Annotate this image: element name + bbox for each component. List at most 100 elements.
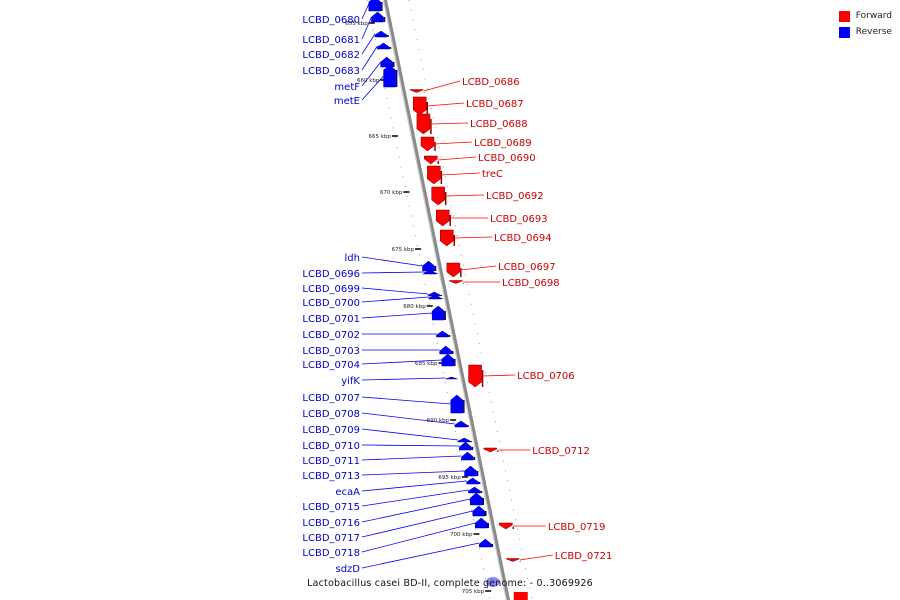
forward-gene-leader bbox=[445, 194, 485, 197]
forward-gene-arrow bbox=[420, 136, 435, 152]
forward-gene-arrow bbox=[409, 89, 424, 93]
reverse-gene-leader bbox=[361, 396, 451, 405]
reverse-gene-leader bbox=[361, 61, 382, 87]
reverse-gene-arrow bbox=[371, 11, 384, 23]
forward-gene-label: LCBD_0689 bbox=[474, 138, 532, 149]
reverse-gene-label: LCBD_0717 bbox=[302, 533, 360, 544]
forward-gene: treC bbox=[427, 165, 503, 185]
forward-gene-leader bbox=[437, 156, 477, 161]
reverse-gene-leader bbox=[361, 455, 462, 461]
reverse-gene-arrow bbox=[428, 291, 441, 297]
legend-forward: Forward bbox=[838, 8, 892, 24]
reverse-gene-leader bbox=[361, 444, 460, 447]
tick-label: 685 kbp bbox=[415, 361, 438, 367]
reverse-gene-arrow bbox=[466, 477, 479, 485]
forward-gene-arrow bbox=[412, 96, 427, 116]
reverse-gene-fragment bbox=[485, 577, 500, 587]
forward-gene: LCBD_0692 bbox=[431, 186, 544, 206]
forward-genes: LCBD_0686 LCBD_0687 LCBD_0688 LCBD_0689 LCBD… bbox=[409, 77, 612, 562]
reverse-gene: ldh bbox=[345, 253, 437, 272]
reverse-gene-label: LCBD_0707 bbox=[302, 393, 360, 404]
reverse-gene: LCBD_0710 bbox=[302, 441, 474, 452]
reverse-gene: LCBD_0709 bbox=[302, 425, 472, 443]
reverse-gene-arrow bbox=[439, 345, 452, 355]
reverse-gene: ecaA bbox=[335, 477, 481, 498]
reverse-gene-arrow bbox=[450, 394, 464, 414]
reverse-gene-leader bbox=[361, 45, 378, 71]
forward-gene-label: LCBD_0706 bbox=[517, 371, 575, 382]
reverse-swatch bbox=[838, 26, 850, 38]
reverse-gene-arrow bbox=[441, 353, 455, 367]
reverse-gene: LCBD_0713 bbox=[302, 465, 479, 482]
genome-axis-highlight bbox=[382, 0, 508, 600]
reverse-gene: LCBD_0717 bbox=[302, 505, 487, 544]
legend-forward-label: Forward bbox=[855, 11, 892, 21]
reverse-gene-arrow bbox=[380, 56, 393, 68]
forward-gene: LCBD_0706 bbox=[468, 364, 575, 388]
reverse-gene: LCBD_0704 bbox=[302, 353, 456, 371]
reverse-gene-label: LCBD_0711 bbox=[302, 456, 360, 467]
reverse-gene-label: LCBD_0699 bbox=[302, 284, 360, 295]
forward-gene-arrow bbox=[416, 113, 431, 135]
reverse-gene-leader bbox=[361, 377, 446, 381]
tick-label: 690 kbp bbox=[427, 418, 450, 424]
forward-gene-leader bbox=[453, 236, 493, 239]
forward-gene-leader bbox=[460, 265, 497, 271]
tick-label: 700 kbp bbox=[450, 532, 473, 538]
reverse-gene: LCBD_0681 bbox=[302, 11, 386, 46]
forward-gene: LCBD_0687 bbox=[412, 96, 524, 116]
forward-gene-arrow bbox=[468, 364, 482, 388]
reverse-gene: LCBD_0701 bbox=[302, 305, 446, 325]
genome-title: Lactobacillus casei BD-II, complete geno… bbox=[307, 578, 593, 589]
reverse-gene-label: LCBD_0703 bbox=[302, 346, 360, 357]
forward-gene-label: LCBD_0698 bbox=[502, 278, 560, 289]
forward-gene-label: LCBD_0690 bbox=[478, 153, 536, 164]
reverse-gene-leader bbox=[361, 312, 433, 319]
tick-label: 695 kbp bbox=[438, 475, 461, 481]
forward-gene: LCBD_0697 bbox=[446, 262, 556, 278]
reverse-gene-arrow bbox=[470, 492, 483, 506]
reverse-gene-label: sdzD bbox=[335, 564, 360, 575]
forward-gene: LCBD_0690 bbox=[424, 153, 536, 165]
reverse-genes: LCBD_0680 LCBD_0681 LCBD_0682 LCBD_0683 metF… bbox=[302, 0, 494, 575]
tick-label: 675 kbp bbox=[392, 247, 415, 253]
reverse-gene-leader bbox=[361, 359, 442, 365]
forward-gene-label: LCBD_0688 bbox=[470, 119, 528, 130]
reverse-gene-leader bbox=[361, 33, 376, 55]
forward-gene-leader bbox=[423, 80, 461, 92]
forward-gene-arrow bbox=[483, 447, 497, 453]
reverse-gene-leader bbox=[361, 75, 384, 101]
reverse-gene: LCBD_0682 bbox=[302, 30, 389, 61]
reverse-gene-label: LCBD_0704 bbox=[302, 360, 360, 371]
scale-ticks: 655 kbp 660 kbp 665 kbp 670 kbp 675 kbp 680 k… bbox=[345, 21, 492, 595]
reverse-gene: LCBD_0699 bbox=[302, 284, 443, 297]
reverse-gene-leader bbox=[361, 412, 455, 425]
reverse-gene-label: LCBD_0682 bbox=[302, 50, 360, 61]
reverse-gene-leader bbox=[361, 296, 429, 303]
tick-label: 665 kbp bbox=[368, 134, 391, 140]
tick-label: 680 kbp bbox=[403, 304, 426, 310]
reverse-gene: LCBD_0683 bbox=[302, 42, 392, 77]
reverse-gene-leader bbox=[361, 16, 372, 40]
reverse-gene-label: LCBD_0709 bbox=[302, 425, 360, 436]
reverse-gene-leader bbox=[361, 428, 459, 441]
forward-gene-label: LCBD_0686 bbox=[462, 77, 520, 88]
forward-gene: LCBD_0686 bbox=[409, 77, 520, 93]
forward-gene-arrow bbox=[431, 186, 445, 206]
reverse-gene: LCBD_0716 bbox=[302, 492, 485, 529]
forward-gene-arrow bbox=[440, 229, 454, 247]
forward-gene-label: LCBD_0694 bbox=[494, 233, 552, 244]
tick-label: 655 kbp bbox=[345, 21, 368, 27]
reverse-gene-label: ldh bbox=[345, 253, 360, 264]
legend: Forward Reverse bbox=[838, 8, 892, 40]
reverse-gene-arrow bbox=[436, 330, 449, 338]
reverse-gene-label: LCBD_0683 bbox=[302, 66, 360, 77]
reverse-gene: LCBD_0700 bbox=[302, 294, 443, 309]
reverse-gene: metE bbox=[334, 64, 398, 107]
forward-gene-label: LCBD_0697 bbox=[498, 262, 556, 273]
reverse-gene-arrow bbox=[368, 0, 382, 12]
reverse-gene-label: LCBD_0716 bbox=[302, 518, 360, 529]
reverse-gene: LCBD_0708 bbox=[302, 409, 469, 428]
reverse-gene-arrow bbox=[377, 42, 390, 50]
